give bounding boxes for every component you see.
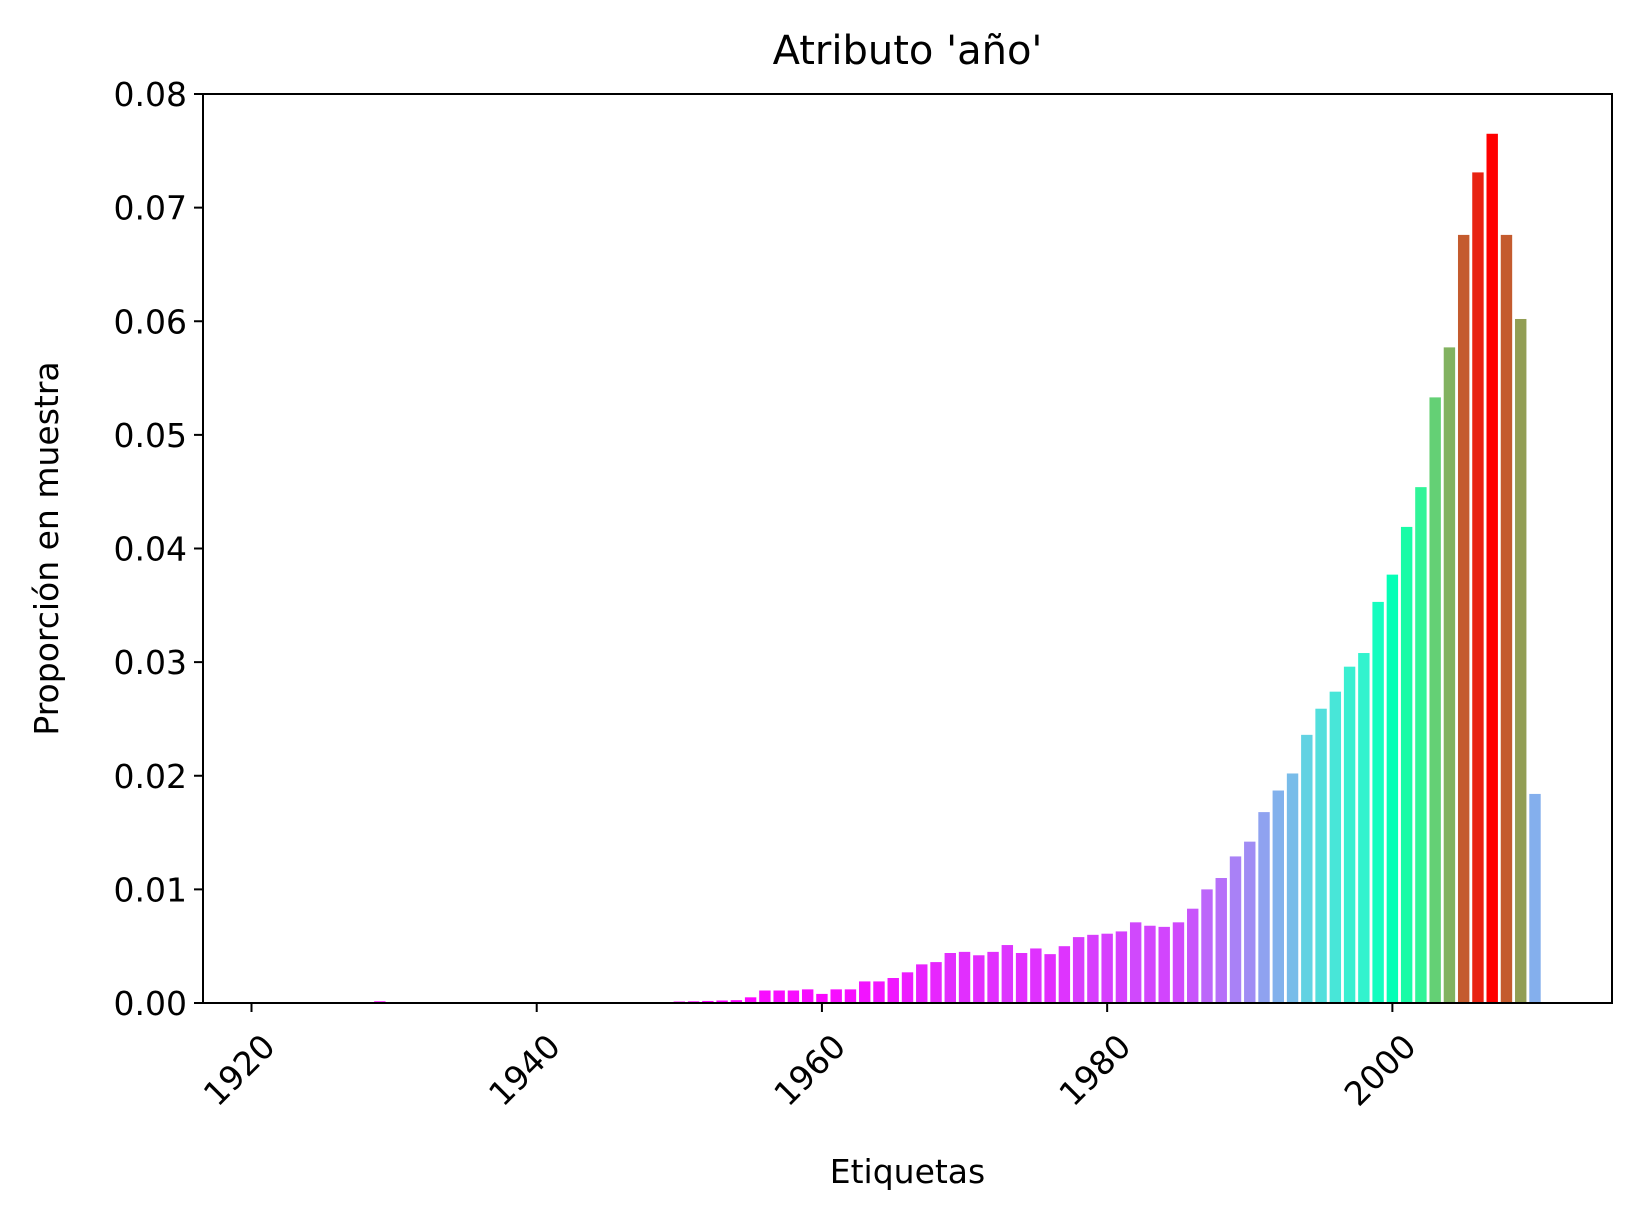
bar-2009 [1515, 318, 1527, 1004]
bar-1964 [873, 981, 885, 1003]
y-tick-label: 0.08 [114, 75, 187, 114]
bar-1974 [1015, 953, 1028, 1003]
y-tick-label: 0.04 [114, 530, 187, 569]
bar-1970 [958, 951, 971, 1003]
bar-1952 [702, 1000, 714, 1003]
bar-1979 [1087, 934, 1099, 1003]
bar-2004 [1443, 347, 1456, 1003]
x-axis-label: Etiquetas [830, 1152, 985, 1191]
bar-1983 [1144, 925, 1156, 1003]
bar-1994 [1301, 734, 1313, 1003]
plot-frame [202, 93, 1613, 1004]
bar-1972 [987, 951, 999, 1003]
bar-1956 [759, 990, 771, 1003]
bar-2000 [1386, 574, 1399, 1003]
y-tick-label: 0.03 [114, 643, 187, 682]
bar-1953 [716, 1000, 728, 1003]
bar-1982 [1129, 922, 1142, 1003]
bar-1996 [1329, 691, 1342, 1003]
bar-1960 [816, 993, 828, 1003]
y-tick-label: 0.05 [114, 416, 187, 455]
bar-1966 [901, 972, 914, 1003]
bar-1963 [859, 981, 871, 1003]
bar-2007 [1486, 133, 1498, 1003]
bar-1961 [830, 989, 842, 1003]
bar-1969 [944, 953, 956, 1003]
x-tick-label: 2000 [1337, 1027, 1424, 1114]
bar-1959 [801, 989, 814, 1003]
y-axis-label: Proporción en muestra [27, 361, 66, 735]
bar-1973 [1001, 945, 1014, 1003]
bar-2008 [1500, 234, 1513, 1003]
bar-1993 [1286, 773, 1299, 1003]
bar-1957 [773, 990, 785, 1003]
bar-1985 [1172, 922, 1185, 1003]
bar-1999 [1372, 601, 1384, 1003]
bar-1990 [1244, 841, 1256, 1003]
y-tick-label: 0.01 [114, 870, 187, 909]
bar-1955 [744, 997, 757, 1003]
bar-1995 [1315, 708, 1327, 1003]
x-axis-ticks: 1920 1940 1960 1980 2000 [196, 1003, 1424, 1114]
bars-group [274, 133, 1541, 1004]
bar-1986 [1187, 908, 1199, 1003]
bar-2006 [1472, 172, 1484, 1003]
bar-1977 [1058, 946, 1071, 1003]
bar-1980 [1101, 933, 1113, 1003]
bar-1978 [1072, 937, 1085, 1003]
bar-1988 [1215, 878, 1227, 1003]
bar-2005 [1457, 234, 1470, 1003]
y-tick-label: 0.02 [114, 757, 187, 796]
x-tick-label: 1960 [766, 1027, 853, 1114]
bar-1998 [1358, 653, 1370, 1003]
bar-2001 [1400, 526, 1413, 1003]
bar-1958 [787, 990, 800, 1003]
y-axis-ticks: 0.00 0.01 0.02 0.03 0.04 0.05 0.06 0.07 0.08 [114, 75, 203, 1023]
bar-2003 [1429, 397, 1441, 1003]
bar-1997 [1343, 666, 1356, 1003]
bar-1962 [844, 989, 857, 1003]
bar-1991 [1258, 812, 1270, 1003]
bar-2002 [1415, 487, 1427, 1003]
bar-1968 [930, 962, 942, 1003]
bar-1989 [1229, 856, 1242, 1003]
y-tick-label: 0.06 [114, 302, 187, 341]
bar-1967 [916, 964, 928, 1003]
y-tick-label: 0.00 [114, 984, 187, 1023]
bar-1987 [1201, 889, 1213, 1004]
bar-1954 [730, 1000, 743, 1003]
x-tick-label: 1920 [196, 1027, 283, 1114]
bar-2010 [1529, 793, 1541, 1003]
bar-1976 [1044, 954, 1056, 1003]
y-tick-label: 0.07 [114, 189, 187, 228]
bar-1965 [887, 978, 899, 1003]
bar-1975 [1030, 948, 1042, 1003]
bar-1984 [1158, 926, 1170, 1003]
x-tick-label: 1980 [1051, 1027, 1138, 1114]
x-tick-label: 1940 [481, 1027, 568, 1114]
bar-1971 [973, 955, 985, 1003]
chart-title: Atributo 'año' [773, 28, 1043, 74]
bar-1992 [1272, 790, 1284, 1003]
bar-1981 [1115, 931, 1128, 1003]
